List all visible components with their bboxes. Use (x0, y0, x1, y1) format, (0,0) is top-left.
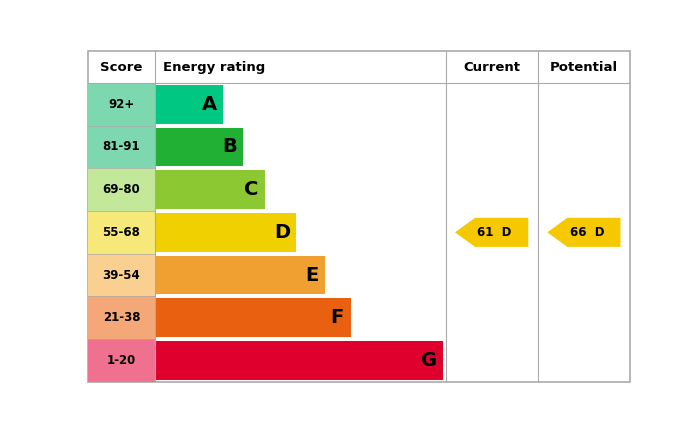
Bar (88, 126, 155, 168)
Text: C: C (244, 180, 258, 199)
Bar (155, 127, 243, 166)
Bar (155, 256, 325, 294)
Bar (88, 339, 155, 382)
Text: G: G (421, 351, 438, 370)
Text: 39-54: 39-54 (102, 269, 140, 281)
Text: 81-91: 81-91 (103, 140, 140, 154)
Text: Potential: Potential (550, 60, 618, 74)
Text: Energy rating: Energy rating (163, 60, 266, 74)
Bar (155, 170, 265, 209)
Bar (155, 299, 351, 337)
Bar (88, 211, 155, 254)
Text: B: B (222, 137, 237, 157)
Text: 21-38: 21-38 (103, 311, 140, 324)
Polygon shape (547, 218, 620, 247)
Text: A: A (202, 95, 217, 114)
Polygon shape (455, 218, 528, 247)
Text: D: D (274, 223, 290, 242)
Text: 1-20: 1-20 (107, 354, 136, 367)
Bar (88, 254, 155, 296)
Bar (155, 341, 443, 380)
Text: 61  D: 61 D (477, 226, 512, 239)
Text: 69-80: 69-80 (102, 183, 140, 196)
Bar (88, 83, 155, 126)
Bar (155, 85, 223, 124)
Text: F: F (330, 308, 344, 327)
Bar (155, 213, 296, 252)
Text: 55-68: 55-68 (102, 226, 140, 239)
Text: 66  D: 66 D (570, 226, 604, 239)
Bar (88, 168, 155, 211)
Text: E: E (304, 266, 318, 284)
Bar (88, 296, 155, 339)
Text: Score: Score (100, 60, 143, 74)
Text: Current: Current (463, 60, 520, 74)
Text: 92+: 92+ (108, 98, 134, 111)
